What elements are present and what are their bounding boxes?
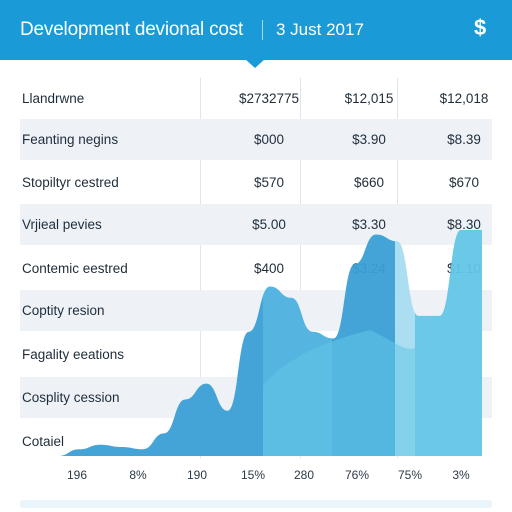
table-row: Vrjieal pevies $5.00 $3.30 $8.30 <box>20 204 492 245</box>
table-row: Coptity resion <box>20 290 492 331</box>
cell-value: $660 <box>353 175 385 190</box>
dollar-icon[interactable]: $ <box>474 15 487 40</box>
x-tick-label: 8% <box>129 468 147 482</box>
cell-value: $5.00 <box>252 217 286 232</box>
column-header: $12,015 <box>344 91 394 106</box>
data-point <box>248 331 249 332</box>
header-date: 3 Just 2017 <box>276 20 364 39</box>
cell-value: $400 <box>253 261 285 276</box>
cell-value: $3.30 <box>352 217 386 232</box>
footer-bar <box>20 500 492 508</box>
cell-value: $1.10 <box>447 261 481 276</box>
row-label: Vrjieal pevies <box>22 217 102 232</box>
row-label: Feanting negins <box>22 132 119 147</box>
header-divider <box>262 20 263 40</box>
cell-value: $8.30 <box>447 217 481 232</box>
x-tick-label: 196 <box>66 468 88 482</box>
x-tick-label: 76% <box>344 468 370 482</box>
x-tick-label: 75% <box>397 468 423 482</box>
table-row: Cosplity cession <box>20 377 492 418</box>
row-label: Cotaiel <box>22 434 65 449</box>
column-header: $2732775 <box>238 91 300 106</box>
x-tick-label: 190 <box>186 468 208 482</box>
chart-header: Development devional cost 3 Just 2017 $ <box>0 0 512 60</box>
header-pointer <box>245 59 265 68</box>
header-label: Llandrwne <box>22 91 85 106</box>
cell-value: $570 <box>253 175 285 190</box>
column-divider <box>300 78 301 458</box>
cell-value: $3.90 <box>352 132 386 147</box>
x-axis-ticks: 196 8% 190 15% 280 76% 75% 3% <box>0 468 512 486</box>
column-header: $12,018 <box>439 91 489 106</box>
row-label: Stopiltyr cestred <box>22 175 119 190</box>
row-label: Coptity resion <box>22 303 105 318</box>
cell-value: $000 <box>253 132 285 147</box>
column-divider <box>200 78 201 458</box>
table-row: Fagality eeations <box>20 334 492 375</box>
cell-value: $8.39 <box>447 132 481 147</box>
table-row: Stopiltyr cestred $570 $660 $670 <box>20 162 492 203</box>
table-row: Contemic eestred $400 $3.24 $1.10 <box>20 248 492 289</box>
x-tick-label: 3% <box>452 468 470 482</box>
x-tick-label: 280 <box>293 468 315 482</box>
row-label: Contemic eestred <box>22 261 128 276</box>
table-header-row: Llandrwne $2732775 $12,015 $12,018 <box>20 78 492 119</box>
cell-value: $3.24 <box>352 261 386 276</box>
row-label: Fagality eeations <box>22 347 125 362</box>
data-point <box>312 331 313 332</box>
chart-title: Development devional cost <box>20 19 244 40</box>
table-row: Cotaiel <box>20 421 492 462</box>
x-tick-label: 15% <box>240 468 266 482</box>
cell-value: $670 <box>448 175 480 190</box>
table-row: Feanting negins $000 $3.90 $8.39 <box>20 119 492 160</box>
row-label: Cosplity cession <box>22 390 120 405</box>
